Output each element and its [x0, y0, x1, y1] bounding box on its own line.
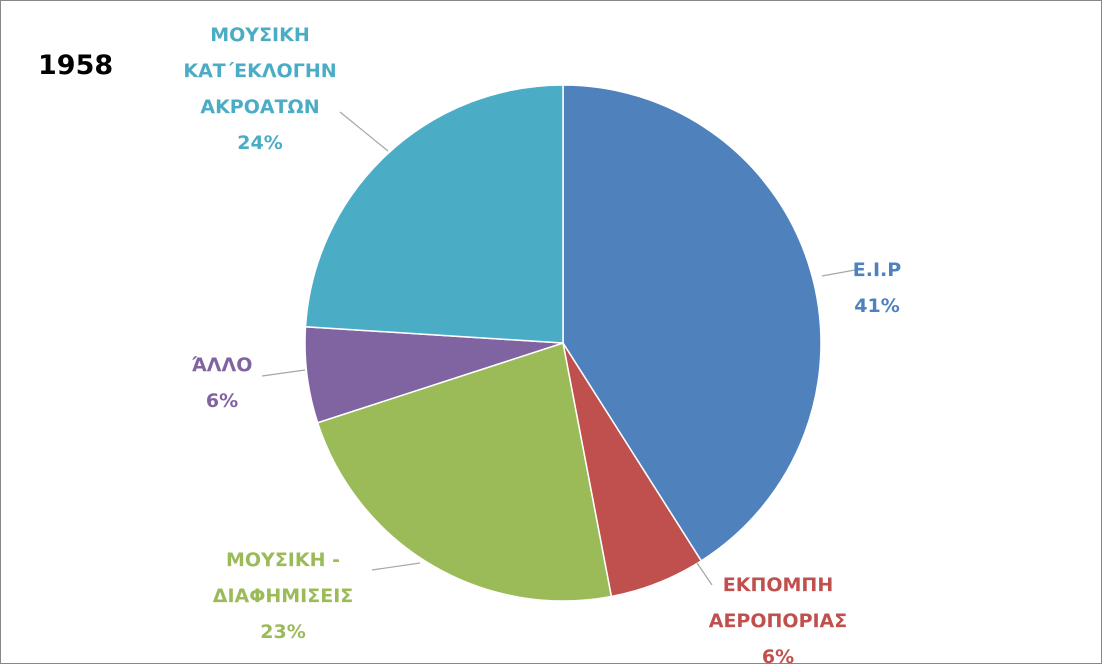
leader-line: [696, 562, 713, 586]
chart-title: 1958: [38, 50, 114, 81]
value-label: 41%: [854, 295, 900, 317]
slice-label: ΜΟΥΣΙΚΗ ΚΑΤ΄ΕΚΛΟΓΗΝ ΑΚΡΟΑΤΩΝ 24%: [175, 17, 345, 161]
category-label: ΕΚΠΟΜΠΗ ΑΕΡΟΠΟΡΙΑΣ: [708, 574, 848, 632]
leader-line: [339, 111, 389, 152]
slice-label: Ε.Ι.Ρ 41%: [817, 252, 937, 324]
slice-label: ΕΚΠΟΜΠΗ ΑΕΡΟΠΟΡΙΑΣ 6%: [693, 567, 863, 664]
category-label: ΆΛΛΟ: [191, 354, 253, 376]
slice-label: ΜΟΥΣΙΚΗ - ΔΙΑΦΗΜΙΣΕΙΣ 23%: [198, 542, 368, 650]
category-label: ΜΟΥΣΙΚΗ ΚΑΤ΄ΕΚΛΟΓΗΝ ΑΚΡΟΑΤΩΝ: [183, 24, 337, 118]
value-label: 23%: [260, 621, 306, 643]
category-label: Ε.Ι.Ρ: [852, 259, 902, 281]
pie-slice: [316, 342, 613, 602]
value-label: 6%: [205, 390, 239, 412]
value-label: 24%: [237, 132, 283, 154]
pie-slice: [562, 84, 822, 562]
value-label: 6%: [761, 646, 795, 664]
leader-line: [261, 369, 306, 377]
leader-line: [821, 269, 856, 277]
slice-label: ΆΛΛΟ 6%: [162, 347, 282, 419]
pie-slice: [304, 84, 564, 344]
leader-line: [371, 562, 421, 571]
category-label: ΜΟΥΣΙΚΗ - ΔΙΑΦΗΜΙΣΕΙΣ: [212, 549, 354, 607]
